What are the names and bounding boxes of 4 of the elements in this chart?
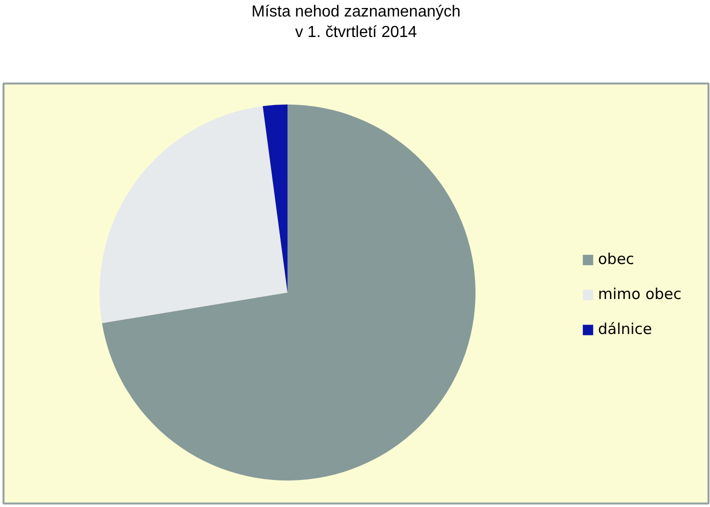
chart-title: Místa nehod zaznamenaných v 1. čtvrtletí 2014	[251, 4, 461, 41]
legend-label: dálnice	[598, 320, 652, 338]
legend-label: obec	[598, 250, 634, 268]
legend-label: mimo obec	[598, 285, 682, 303]
